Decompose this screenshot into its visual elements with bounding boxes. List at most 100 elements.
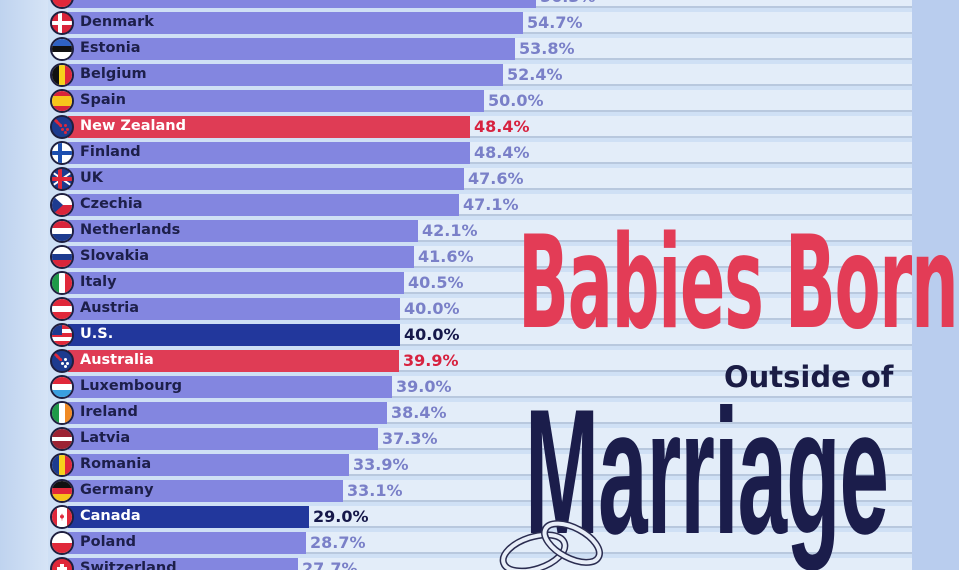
ireland-flag-icon (50, 401, 74, 425)
value-label: 53.8% (519, 39, 575, 58)
bar-row: Czechia 47.1% (48, 193, 912, 217)
bar-row: UK 47.6% (48, 167, 912, 191)
bar-row: New Zealand 48.4% (48, 115, 912, 139)
value-label: 28.7% (310, 533, 366, 552)
country-label: Finland (80, 144, 141, 160)
country-label: Ireland (80, 404, 138, 420)
romania-flag-icon (50, 453, 74, 477)
country-label: Italy (80, 274, 117, 290)
bar (68, 428, 378, 450)
bar (68, 532, 306, 554)
country-label: Switzerland (80, 560, 177, 570)
country-label: Czechia (80, 196, 143, 212)
bar-row: Italy 40.5% (48, 271, 912, 295)
value-label: 37.3% (382, 429, 438, 448)
country-label: UK (80, 170, 104, 186)
italy-flag-icon (50, 271, 74, 295)
value-label: 40.0% (404, 299, 460, 318)
bar-row: Australia 39.9% (48, 349, 912, 373)
country-label: Latvia (80, 430, 131, 446)
value-label: 39.9% (403, 351, 459, 370)
bar (68, 12, 523, 34)
value-label: 48.4% (474, 143, 530, 162)
us-flag-icon (50, 323, 74, 347)
title-outside-of: Outside of (724, 360, 894, 394)
country-label: Canada (80, 508, 141, 524)
bar-row: Austria 40.0% (48, 297, 912, 321)
bar (68, 168, 464, 190)
bar (68, 142, 470, 164)
bar-row: Ireland 38.4% (48, 401, 912, 425)
country-label: Spain (80, 92, 126, 108)
latvia-flag-icon (50, 427, 74, 451)
bar-row: Luxembourg 39.0% (48, 375, 912, 399)
netherlands-flag-icon (50, 219, 74, 243)
denmark-flag-icon (50, 11, 74, 35)
luxembourg-flag-icon (50, 375, 74, 399)
bar-row: U.S. 40.0% (48, 323, 912, 347)
belgium-flag-icon (50, 63, 74, 87)
new-zealand-flag-icon (50, 115, 74, 139)
bar-row: Canada 29.0% (48, 505, 912, 529)
bar-row: Estonia 53.8% (48, 37, 912, 61)
czechia-flag-icon (50, 193, 74, 217)
bar (68, 246, 414, 268)
value-label: 33.1% (347, 481, 403, 500)
value-label: 29.0% (313, 507, 369, 526)
value-label: 42.1% (422, 221, 478, 240)
bar-row: Switzerland 27.7% (48, 557, 912, 570)
switzerland-flag-icon (50, 557, 74, 570)
value-label: 40.5% (408, 273, 464, 292)
bar (68, 350, 399, 372)
bar-row: Slovakia 41.6% (48, 245, 912, 269)
bar (68, 558, 298, 570)
bar-row: Germany 33.1% (48, 479, 912, 503)
country-label: Romania (80, 456, 152, 472)
bar (68, 298, 400, 320)
value-label: 41.6% (418, 247, 474, 266)
value-label: 27.7% (302, 559, 358, 570)
bar-row: Denmark 54.7% (48, 11, 912, 35)
bar-row: Netherlands 42.1% (48, 219, 912, 243)
country-label: Poland (80, 534, 137, 550)
bar (68, 90, 484, 112)
wedding-rings-icon (499, 520, 603, 570)
country-label: Netherlands (80, 222, 181, 238)
value-label: 33.9% (353, 455, 409, 474)
left-margin (0, 0, 48, 570)
country-label: Australia (80, 352, 154, 368)
value-label: 52.4% (507, 65, 563, 84)
canada-flag-icon (50, 505, 74, 529)
bar-row: Finland 48.4% (48, 141, 912, 165)
bar (68, 38, 515, 60)
estonia-flag-icon (50, 37, 74, 61)
bar-row: Latvia 37.3% (48, 427, 912, 451)
bar-row: Spain 50.0% (48, 89, 912, 113)
bar (68, 272, 404, 294)
country-label: U.S. (80, 326, 114, 342)
austria-flag-icon (50, 297, 74, 321)
slovakia-flag-icon (50, 245, 74, 269)
bar (68, 220, 418, 242)
country-label: Austria (80, 300, 140, 316)
uk-flag-icon (50, 167, 74, 191)
value-label: 38.4% (391, 403, 447, 422)
title-babies-born: Babies Born (518, 209, 959, 358)
country-label: Slovenia (80, 0, 150, 4)
bar (68, 402, 387, 424)
bar-row: Poland 28.7% (48, 531, 912, 555)
country-label: Estonia (80, 40, 141, 56)
country-label: Germany (80, 482, 154, 498)
value-label: 48.4% (474, 117, 530, 136)
bar (68, 194, 459, 216)
country-label: Slovakia (80, 248, 150, 264)
value-label: 39.0% (396, 377, 452, 396)
value-label: 56.3% (540, 0, 596, 6)
value-label: 47.6% (468, 169, 524, 188)
right-margin (912, 0, 959, 570)
value-label: 40.0% (404, 325, 460, 344)
bar (68, 0, 536, 8)
bar (68, 376, 392, 398)
country-label: Luxembourg (80, 378, 183, 394)
country-label: New Zealand (80, 118, 187, 134)
